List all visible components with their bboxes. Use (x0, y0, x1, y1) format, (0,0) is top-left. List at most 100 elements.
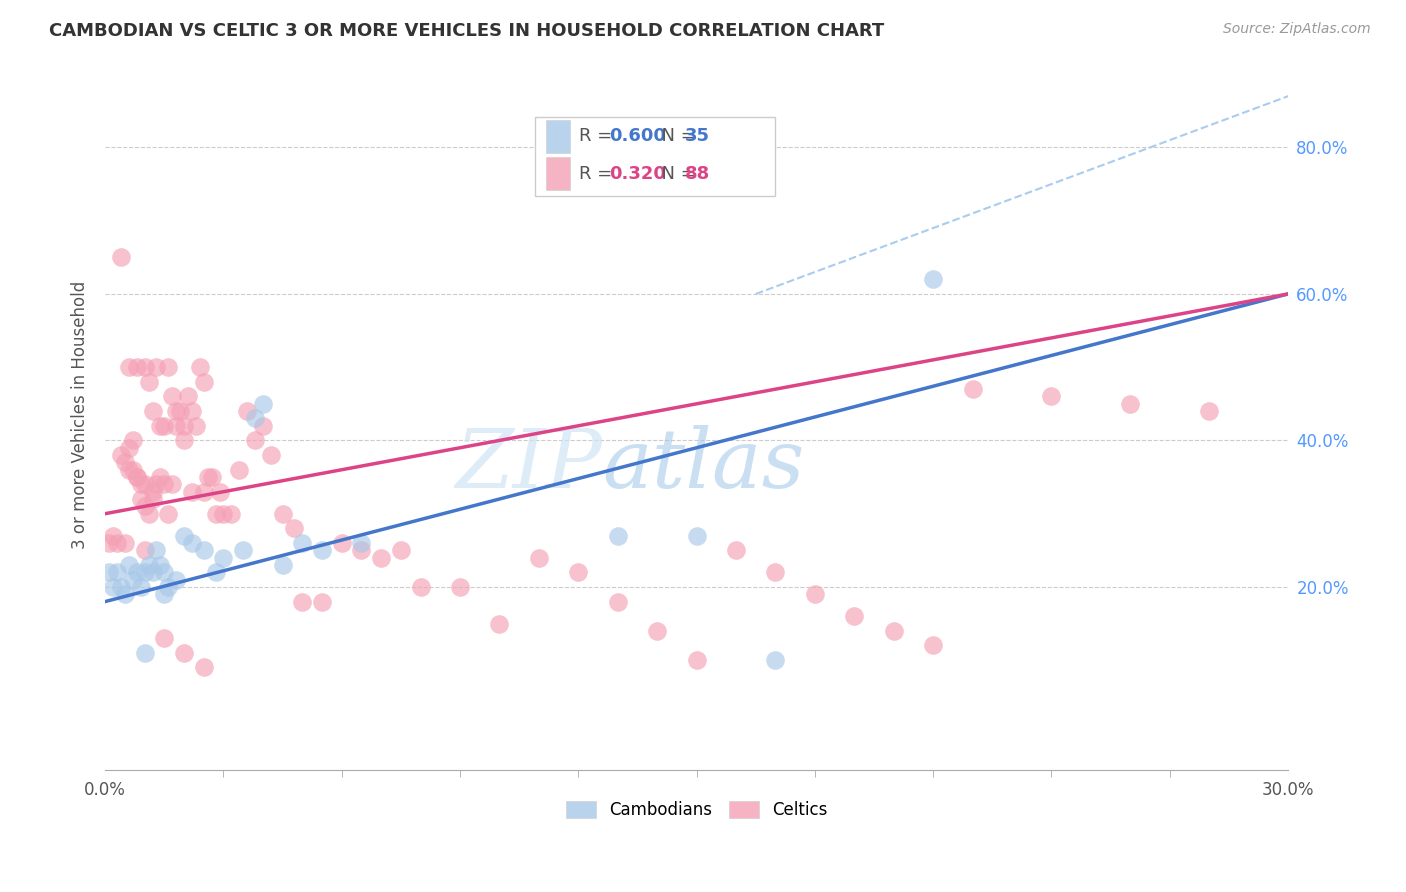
Point (1040, 389, 1063, 403)
Point (177, 389, 200, 403)
Point (283, 521, 305, 535)
Text: R =: R = (579, 164, 617, 183)
Point (252, 418, 274, 433)
Point (165, 573, 187, 587)
Point (271, 558, 294, 572)
Point (883, 624, 905, 638)
Point (370, 550, 392, 565)
Point (165, 418, 187, 433)
Point (134, 477, 156, 491)
Point (188, 360, 211, 375)
Point (125, 470, 148, 484)
Point (110, 250, 132, 264)
Legend: Cambodians, Celtics: Cambodians, Celtics (560, 794, 834, 826)
Point (962, 382, 984, 396)
Point (212, 550, 235, 565)
Text: 88: 88 (685, 164, 710, 183)
Text: N =: N = (650, 128, 702, 145)
Point (311, 543, 333, 558)
Point (173, 434, 195, 448)
Point (98, 536, 121, 550)
Point (153, 631, 176, 645)
Point (129, 477, 152, 491)
Text: 35: 35 (685, 128, 710, 145)
Point (173, 646, 195, 660)
Text: CAMBODIAN VS CELTIC 3 OR MORE VEHICLES IN HOUSEHOLD CORRELATION CHART: CAMBODIAN VS CELTIC 3 OR MORE VEHICLES I… (49, 22, 884, 40)
Point (350, 543, 373, 558)
Point (118, 441, 141, 455)
Point (169, 404, 191, 418)
Point (101, 528, 124, 542)
Point (260, 448, 283, 462)
Point (330, 536, 353, 550)
Text: N =: N = (650, 164, 702, 183)
Point (527, 550, 550, 565)
Point (162, 389, 184, 403)
Point (129, 491, 152, 506)
Point (165, 404, 187, 418)
Point (153, 587, 176, 601)
Point (212, 507, 235, 521)
Point (193, 660, 215, 674)
Point (118, 360, 141, 375)
Point (488, 616, 510, 631)
Point (114, 587, 136, 601)
Point (105, 536, 128, 550)
Point (291, 536, 314, 550)
Point (121, 463, 143, 477)
Point (844, 609, 866, 624)
Text: 0.320: 0.320 (609, 164, 666, 183)
Point (204, 507, 226, 521)
Point (685, 528, 707, 542)
Point (121, 434, 143, 448)
Point (236, 404, 259, 418)
Point (114, 536, 136, 550)
Point (129, 580, 152, 594)
Point (193, 543, 215, 558)
Point (149, 418, 172, 433)
Point (138, 558, 160, 572)
Point (232, 543, 254, 558)
Point (685, 653, 707, 667)
Point (134, 566, 156, 580)
Point (153, 477, 176, 491)
Point (449, 580, 471, 594)
Point (1119, 397, 1142, 411)
Y-axis label: 3 or more Vehicles in Household: 3 or more Vehicles in Household (72, 281, 89, 549)
Point (645, 624, 668, 638)
Point (138, 375, 160, 389)
Point (567, 566, 589, 580)
Point (181, 484, 204, 499)
Point (149, 558, 172, 572)
Point (350, 536, 373, 550)
Point (201, 470, 224, 484)
Point (252, 397, 274, 411)
Point (173, 528, 195, 542)
Point (105, 566, 128, 580)
Point (110, 448, 132, 462)
Point (162, 477, 184, 491)
Point (141, 566, 163, 580)
Point (98, 566, 121, 580)
Point (141, 484, 163, 499)
Point (101, 580, 124, 594)
Point (922, 639, 945, 653)
Point (141, 491, 163, 506)
Point (1198, 404, 1220, 418)
Point (193, 375, 215, 389)
Point (145, 360, 167, 375)
Point (271, 507, 294, 521)
Point (118, 463, 141, 477)
Point (125, 360, 148, 375)
Point (149, 470, 172, 484)
Text: ZIP: ZIP (456, 425, 602, 505)
Point (311, 594, 333, 608)
Point (157, 360, 180, 375)
Text: 0.600: 0.600 (609, 128, 666, 145)
Point (389, 543, 412, 558)
Point (134, 360, 156, 375)
Point (606, 528, 628, 542)
Point (724, 543, 747, 558)
Point (110, 580, 132, 594)
Point (153, 566, 176, 580)
